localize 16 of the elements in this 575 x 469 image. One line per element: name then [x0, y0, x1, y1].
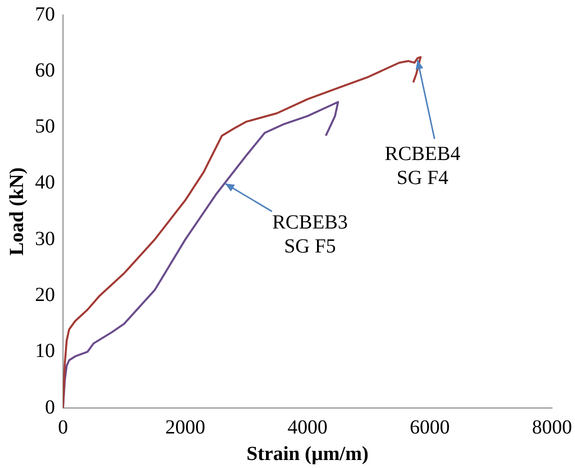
annotation: RCBEB4 SG F4	[384, 143, 460, 190]
y-tick-label: 10	[35, 340, 55, 362]
x-tick-label: 4000	[288, 416, 328, 438]
y-tick-label: 60	[35, 59, 55, 82]
y-axis-title: Load (kN)	[6, 167, 28, 256]
y-tick-label: 40	[35, 172, 55, 194]
y-tick-label: 70	[35, 3, 55, 26]
y-tick-label: 20	[35, 284, 55, 306]
x-tick-label: 8000	[532, 416, 572, 438]
x-axis-title: Strain (µm/m)	[246, 443, 369, 466]
y-tick-label: 0	[45, 396, 55, 418]
y-tick-label: 50	[35, 116, 55, 138]
y-tick-label: 30	[35, 228, 55, 250]
annotation: RCBEB3 SG F5	[272, 212, 348, 258]
x-tick-label: 6000	[410, 416, 450, 438]
x-tick-label: 2000	[165, 416, 206, 438]
